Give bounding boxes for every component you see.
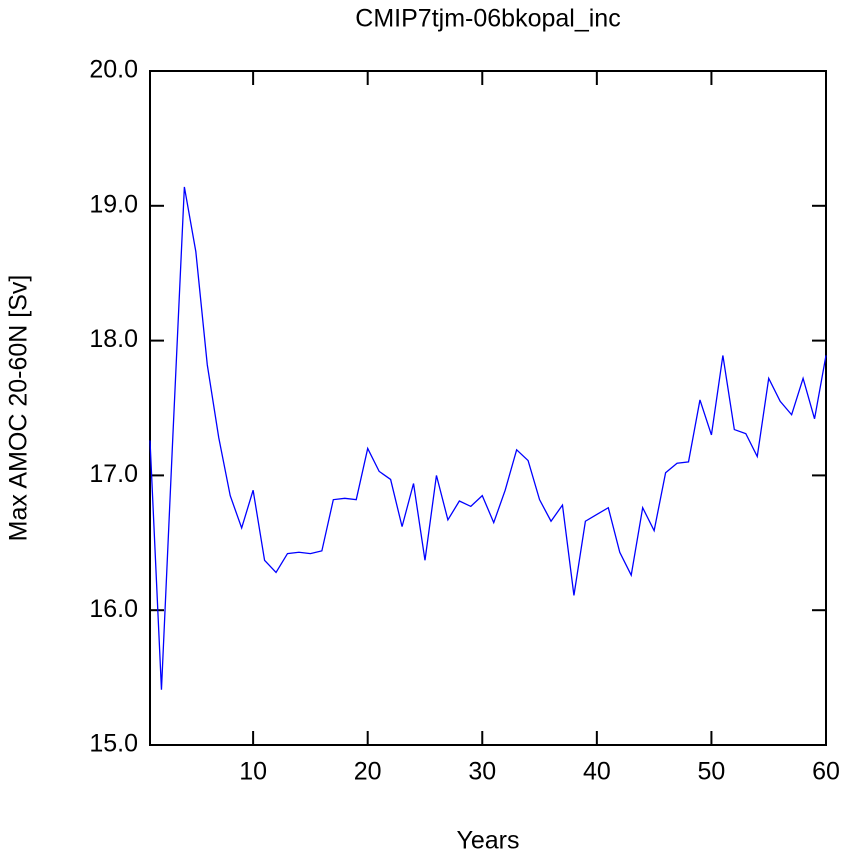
y-tick-label: 17.0 (89, 460, 138, 488)
x-axis-label: Years (456, 827, 519, 855)
data-line (149, 186, 827, 690)
plot-frame (149, 70, 827, 746)
y-tick-label: 18.0 (89, 325, 138, 353)
y-tick-label: 16.0 (89, 595, 138, 623)
y-tick-label: 19.0 (89, 190, 138, 218)
x-tick-label: 10 (239, 758, 267, 786)
y-tick-label: 15.0 (89, 730, 138, 758)
y-tick-label: 20.0 (89, 56, 138, 84)
x-tick-label: 30 (468, 758, 496, 786)
y-axis-label: Max AMOC 20-60N [Sv] (5, 275, 33, 542)
chart-title: CMIP7tjm-06bkopal_inc (355, 5, 620, 33)
x-tick-label: 50 (698, 758, 726, 786)
x-tick-label: 20 (354, 758, 382, 786)
x-tick-label: 60 (812, 758, 840, 786)
x-tick-label: 40 (583, 758, 611, 786)
